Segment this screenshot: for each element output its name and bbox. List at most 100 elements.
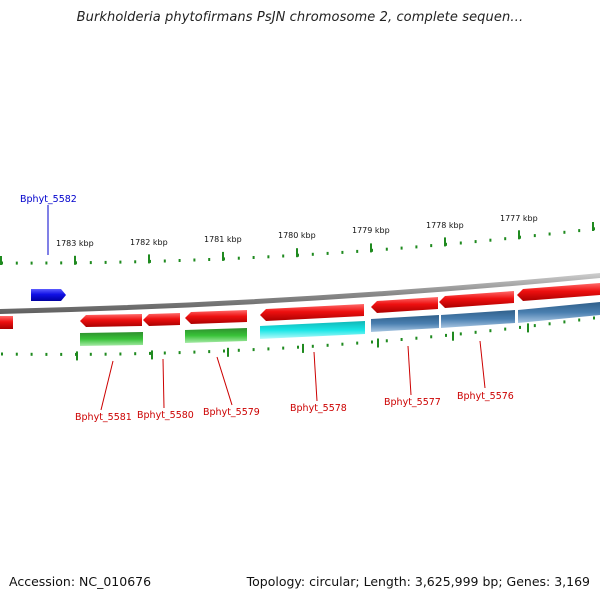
major-tick [74,255,76,265]
major-tick [296,248,298,258]
gene-label-bphyt-5578[interactable]: Bphyt_5578 [290,403,347,414]
minor-tick [282,346,285,350]
minor-tick [578,318,581,322]
leader-bphyt-5577 [407,345,412,396]
major-tick [444,237,446,247]
minor-tick [149,351,151,355]
leader-bphyt-5579 [216,356,233,406]
gene-label-bphyt-5576[interactable]: Bphyt_5576 [457,391,514,402]
leader-bphyt-5581 [100,360,114,411]
minor-tick [326,251,329,255]
minor-tick [504,237,507,241]
minor-tick [104,352,107,356]
major-tick [592,222,594,231]
minor-tick [548,232,551,236]
minor-tick [267,255,270,259]
feature-bar-bphyt-5579[interactable] [185,328,247,343]
minor-tick [15,352,18,356]
major-tick [518,230,520,240]
major-tick [0,256,2,265]
minor-tick [223,349,225,353]
major-tick [222,251,224,261]
major-tick [227,347,229,357]
minor-tick [341,342,344,346]
feature-bar-bphyt-5578[interactable] [260,321,365,339]
minor-tick [533,234,536,238]
gene-label-bphyt-5582[interactable]: Bphyt_5582 [20,194,77,205]
minor-tick [208,350,211,354]
minor-tick [45,261,48,265]
minor-tick [134,352,137,356]
minor-tick [193,350,196,354]
minor-tick [89,261,92,265]
minor-tick [1,352,3,356]
gene-label-bphyt-5581[interactable]: Bphyt_5581 [75,412,132,423]
minor-tick [252,348,255,352]
gene-arrow-bphyt-5582[interactable] [31,289,66,301]
scale-label-1779: 1779 kbp [352,226,390,235]
feature-bar-bphyt-5581[interactable] [80,332,143,346]
scale-label-1777: 1777 kbp [500,214,538,223]
minor-tick [104,260,107,264]
major-tick [148,254,150,264]
scale-label-1780: 1780 kbp [278,231,316,240]
minor-tick [267,347,270,351]
minor-tick [415,245,418,249]
gene-arrow-bphyt-5577[interactable] [371,297,438,313]
backbone-track [0,273,600,314]
gene-arrow-bphyt-5578[interactable] [260,304,364,321]
scale-label-1781: 1781 kbp [204,235,242,244]
minor-tick [445,333,447,337]
minor-tick [563,230,566,234]
minor-tick [119,260,122,264]
gene-arrow-bphyt-5579[interactable] [185,310,247,324]
gene-arrow-edge-right[interactable] [517,283,600,301]
minor-tick [356,249,359,253]
minor-tick [474,240,477,244]
minor-tick [326,343,329,347]
gene-arrow-bphyt-5580[interactable] [143,313,180,326]
scale-label-1782: 1782 kbp [130,238,168,247]
feature-bar-bphyt-5576[interactable] [441,310,515,328]
gene-arrow-bphyt-5576[interactable] [439,291,514,308]
minor-tick [30,261,33,265]
feature-bar-bphyt-5577[interactable] [371,315,439,332]
minor-tick [459,241,462,245]
minor-tick [430,335,433,339]
minor-tick [89,352,92,356]
inner-scale-ticks [1,316,595,361]
gene-arrow-edge-left[interactable] [0,316,13,329]
minor-tick [385,247,388,251]
accession-text: Accession: NC_010676 [9,574,152,589]
minor-tick [533,324,536,328]
gene-label-bphyt-5579[interactable]: Bphyt_5579 [203,407,260,418]
minor-tick [30,352,33,356]
major-tick [370,243,372,253]
minor-tick [504,327,507,331]
minor-tick [593,316,595,320]
major-tick [452,331,454,341]
minor-tick [356,341,359,345]
minor-tick [178,351,181,355]
gene-label-bphyt-5580[interactable]: Bphyt_5580 [137,410,194,421]
topology-summary: Topology: circular; Length: 3,625,999 bp… [246,574,590,589]
minor-tick [252,256,255,259]
leader-bphyt-5578 [313,351,318,402]
feature-bar-edge-right[interactable] [518,302,600,323]
minor-tick [311,252,314,256]
minor-tick [282,254,285,258]
minor-tick [385,339,388,343]
major-tick [527,323,529,333]
minor-tick [311,344,314,348]
minor-tick [193,258,196,262]
minor-tick [563,320,566,324]
gene-arrow-bphyt-5581[interactable] [80,314,142,327]
minor-tick [400,338,403,341]
gene-label-bphyt-5577[interactable]: Bphyt_5577 [384,397,441,408]
minor-tick [415,336,418,340]
scale-label-1783: 1783 kbp [56,239,94,248]
minor-tick [178,259,181,262]
minor-tick [459,332,462,336]
minor-tick [548,322,551,326]
